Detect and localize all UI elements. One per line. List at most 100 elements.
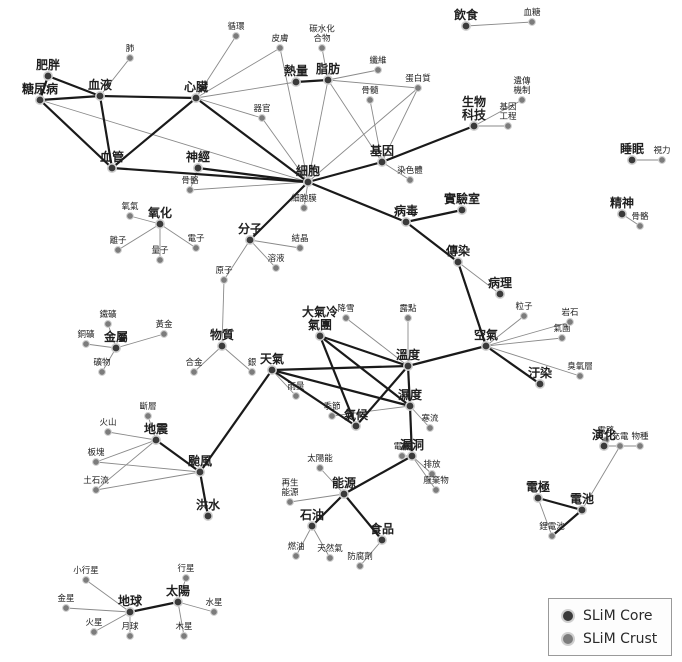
node-marker-diabetes [34, 95, 45, 106]
node-label-copper: 銅礦 [77, 329, 95, 340]
node-marker-preserv [356, 562, 364, 570]
node-label-naturalgas: 天然氣 [317, 543, 343, 554]
node-label-lab: 實驗室 [444, 191, 480, 206]
node-label-species: 物種 [631, 431, 649, 442]
node-label-airmass: 氣團 [553, 323, 570, 334]
node-label-obesity: 肥胖 [36, 57, 60, 72]
node-label-genetech: 基因工程 [499, 102, 517, 123]
node-plate: 板塊 [87, 447, 105, 466]
crust-edge-weather-rainfall [271, 369, 297, 397]
node-label-energy: 熱量 [284, 63, 308, 78]
node-marker-fuel [292, 552, 300, 560]
core-edge-gene-bio [381, 124, 475, 164]
node-marker-silver [248, 368, 256, 376]
node-label-infection: 傳染 [445, 243, 471, 258]
node-label-molecule: 分子 [238, 221, 262, 236]
node-label-frost: 寒流 [421, 413, 439, 424]
node-naturalgas: 天然氣 [317, 543, 343, 562]
node-alloy: 合金 [185, 357, 203, 376]
core-edge-atmos-climate [318, 335, 358, 427]
legend-crust-marker [561, 632, 575, 646]
node-marker-alloy [190, 368, 198, 376]
node-marker-atom [220, 276, 228, 284]
crust-edge-oxidation-ions [117, 223, 161, 251]
crust-edge-earth-venus [65, 607, 131, 613]
node-label-fiber: 纖維 [369, 55, 387, 66]
node-label-oxygen: 氧氣 [121, 201, 139, 212]
node-lab: 實驗室 [444, 191, 480, 216]
crust-edge-battery-charge [581, 445, 621, 511]
node-marker-pollute [534, 378, 545, 389]
node-marker-flood [203, 510, 214, 521]
node-marker-tissue [302, 177, 313, 188]
node-label-earth: 地球 [118, 593, 143, 608]
crust-edge-sun-jupiter [177, 601, 185, 637]
node-label-quantum: 量子 [151, 246, 169, 256]
node-marker-heart [191, 93, 202, 104]
node-marker-crystal [296, 244, 304, 252]
core-edge-earth-sun [129, 600, 179, 614]
node-bio: 生物科技 [462, 94, 487, 132]
node-seasons: 季節 [323, 401, 341, 420]
node-marker-metal [111, 342, 122, 353]
node-marker-iron [104, 320, 112, 328]
node-marker-dew [404, 314, 412, 322]
node-label-oil: 石油 [299, 507, 324, 522]
node-ions: 離子 [109, 235, 127, 254]
crust-edge-oxidation-oxygen [129, 215, 161, 225]
core-edge-weather-humidity [271, 368, 411, 408]
crust-edge-earthquake-volcano [107, 431, 157, 441]
node-label-heart: 心臟 [184, 79, 208, 94]
crust-edge-oxidation-electron [159, 223, 197, 249]
node-air: 空氣 [474, 327, 498, 351]
crust-edge-organ-tissue [261, 117, 309, 183]
node-oil: 石油 [299, 507, 324, 531]
node-marker-rainfall [292, 392, 300, 400]
node-marker-sun [173, 596, 184, 607]
node-label-temp: 溫度 [396, 347, 421, 362]
node-sugar: 血糖 [523, 7, 541, 26]
crust-edge-typhoon-plate [95, 461, 201, 473]
node-label-evolution: 演化 [592, 427, 616, 442]
crust-edge-molecule-solution [249, 239, 277, 269]
core-edge-virus-lab [405, 208, 463, 224]
node-label-nerve: 神經 [186, 149, 210, 164]
node-rainfall: 雨量 [287, 382, 305, 400]
node-marker-seasons [328, 412, 336, 420]
node-marker-solution [272, 264, 280, 272]
node-label-sun: 太陽 [166, 583, 190, 598]
node-label-asteroid: 小行星 [73, 565, 99, 576]
node-marker-sugar [528, 18, 536, 26]
core-edge-weather-climate [271, 369, 357, 427]
node-fat: 脂肪 [315, 61, 340, 86]
legend-core-row: SLiM Core [561, 606, 653, 626]
node-label-waste: 廢棄物 [423, 475, 449, 486]
node-skin: 皮膚 [271, 33, 289, 52]
core-edge-diabetes-blood [39, 94, 101, 102]
node-label-dew: 露點 [399, 303, 417, 314]
node-marker-electron [192, 244, 200, 252]
core-edge-tissue-molecule [249, 181, 309, 241]
node-label-metal: 金屬 [103, 329, 128, 344]
node-silver: 銀 [248, 357, 257, 376]
node-marker-marrow [366, 96, 374, 104]
core-edge-blood-heart [99, 94, 197, 100]
node-marker-dna [406, 176, 414, 184]
node-marker-gold [160, 330, 168, 338]
crust-edge-air-rock [485, 321, 571, 347]
node-snow: 降雪 [337, 303, 355, 322]
node-label-bone: 骨骼 [181, 175, 199, 186]
node-marker-temp [402, 360, 413, 371]
node-marker-humidity [404, 400, 415, 411]
node-rock: 岩石 [561, 307, 579, 326]
node-marker-species [636, 442, 644, 450]
node-landslide: 土石流 [83, 475, 109, 494]
node-nerve: 神經 [186, 149, 210, 174]
node-marker-ore [98, 368, 106, 376]
node-label-preserv: 防腐劑 [347, 551, 373, 562]
crust-edge-tissue-skin [279, 47, 309, 183]
core-edge-battery-lithium [551, 509, 583, 537]
node-label-engtech: 遺傳機制 [513, 76, 531, 97]
node-marker-food [376, 534, 387, 545]
